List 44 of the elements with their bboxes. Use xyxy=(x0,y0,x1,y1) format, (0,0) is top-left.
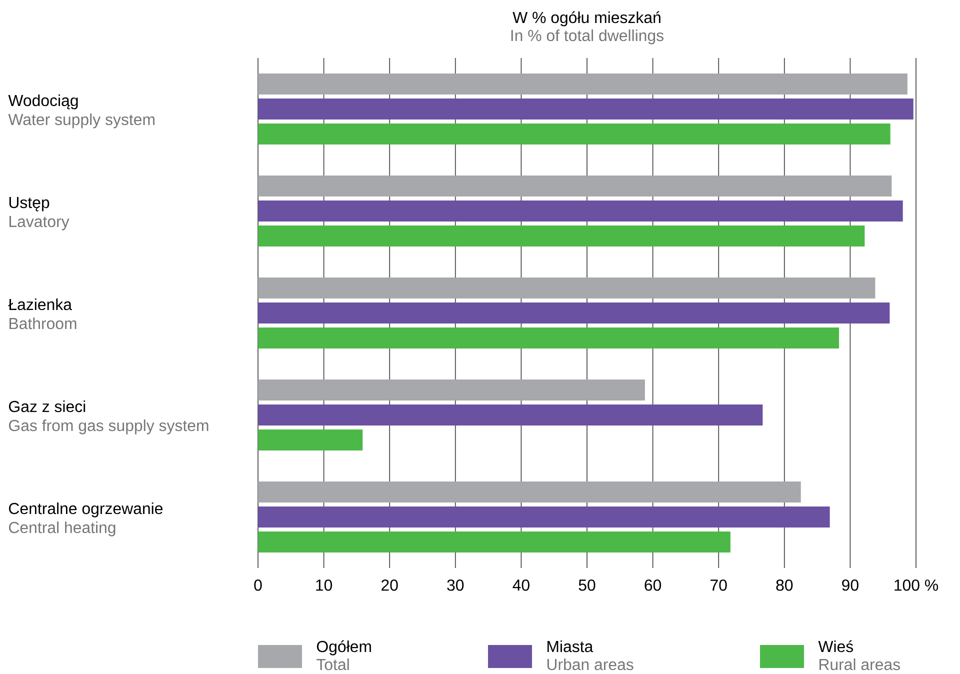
bar xyxy=(258,98,914,120)
bar xyxy=(258,278,876,299)
x-tick-label: 40 xyxy=(512,580,530,591)
bar xyxy=(258,302,890,324)
x-tick-label: 60 xyxy=(644,580,662,591)
bar xyxy=(258,200,903,222)
bar xyxy=(258,532,730,553)
bar xyxy=(258,74,908,95)
bar xyxy=(258,380,645,401)
y-tick-label: Centralne ogrzewanie xyxy=(9,502,163,518)
y-tick-label: Wodociąg xyxy=(8,94,78,110)
text: Rural areas xyxy=(820,658,900,670)
bar xyxy=(258,430,363,451)
text: Urban areas xyxy=(547,658,634,670)
bar xyxy=(258,404,763,426)
y-tick-label: Łazienka xyxy=(8,298,72,310)
x-tick-label: 10 xyxy=(316,580,332,591)
bar xyxy=(258,328,840,349)
chart-title: W % ogółu mieszkań xyxy=(512,11,660,26)
text: Lavatory xyxy=(10,216,70,230)
x-tick-label: 0 xyxy=(254,580,262,591)
x-tick-label: 70 xyxy=(710,580,727,591)
text: Water supply system xyxy=(8,113,154,128)
x-tick-label: 50 xyxy=(578,580,596,591)
chart-subtitle: In % of total dwellings xyxy=(511,29,664,44)
x-tick-label: 80 xyxy=(776,580,793,591)
legend-label: Ogółem xyxy=(316,640,371,656)
bar xyxy=(258,226,865,247)
bar xyxy=(258,176,892,197)
x-tick-label: 90 xyxy=(842,580,858,591)
text: Bathroom xyxy=(10,317,76,330)
text: Gas from gas supply system xyxy=(8,419,208,434)
text: Total xyxy=(316,658,349,670)
bar xyxy=(258,506,830,528)
text: Central heating xyxy=(9,521,116,536)
legend-label: Miasta xyxy=(548,640,594,652)
x-tick-label: 20 xyxy=(382,580,398,591)
x-tick-label: 100 % xyxy=(894,580,938,591)
legend-label: Wieś xyxy=(818,640,854,652)
y-tick-label: Gaz z sieci xyxy=(8,400,86,412)
x-tick-label: 30 xyxy=(447,580,464,591)
bar xyxy=(258,482,801,503)
y-tick-label: Ustęp xyxy=(9,197,50,212)
bar xyxy=(258,124,890,145)
